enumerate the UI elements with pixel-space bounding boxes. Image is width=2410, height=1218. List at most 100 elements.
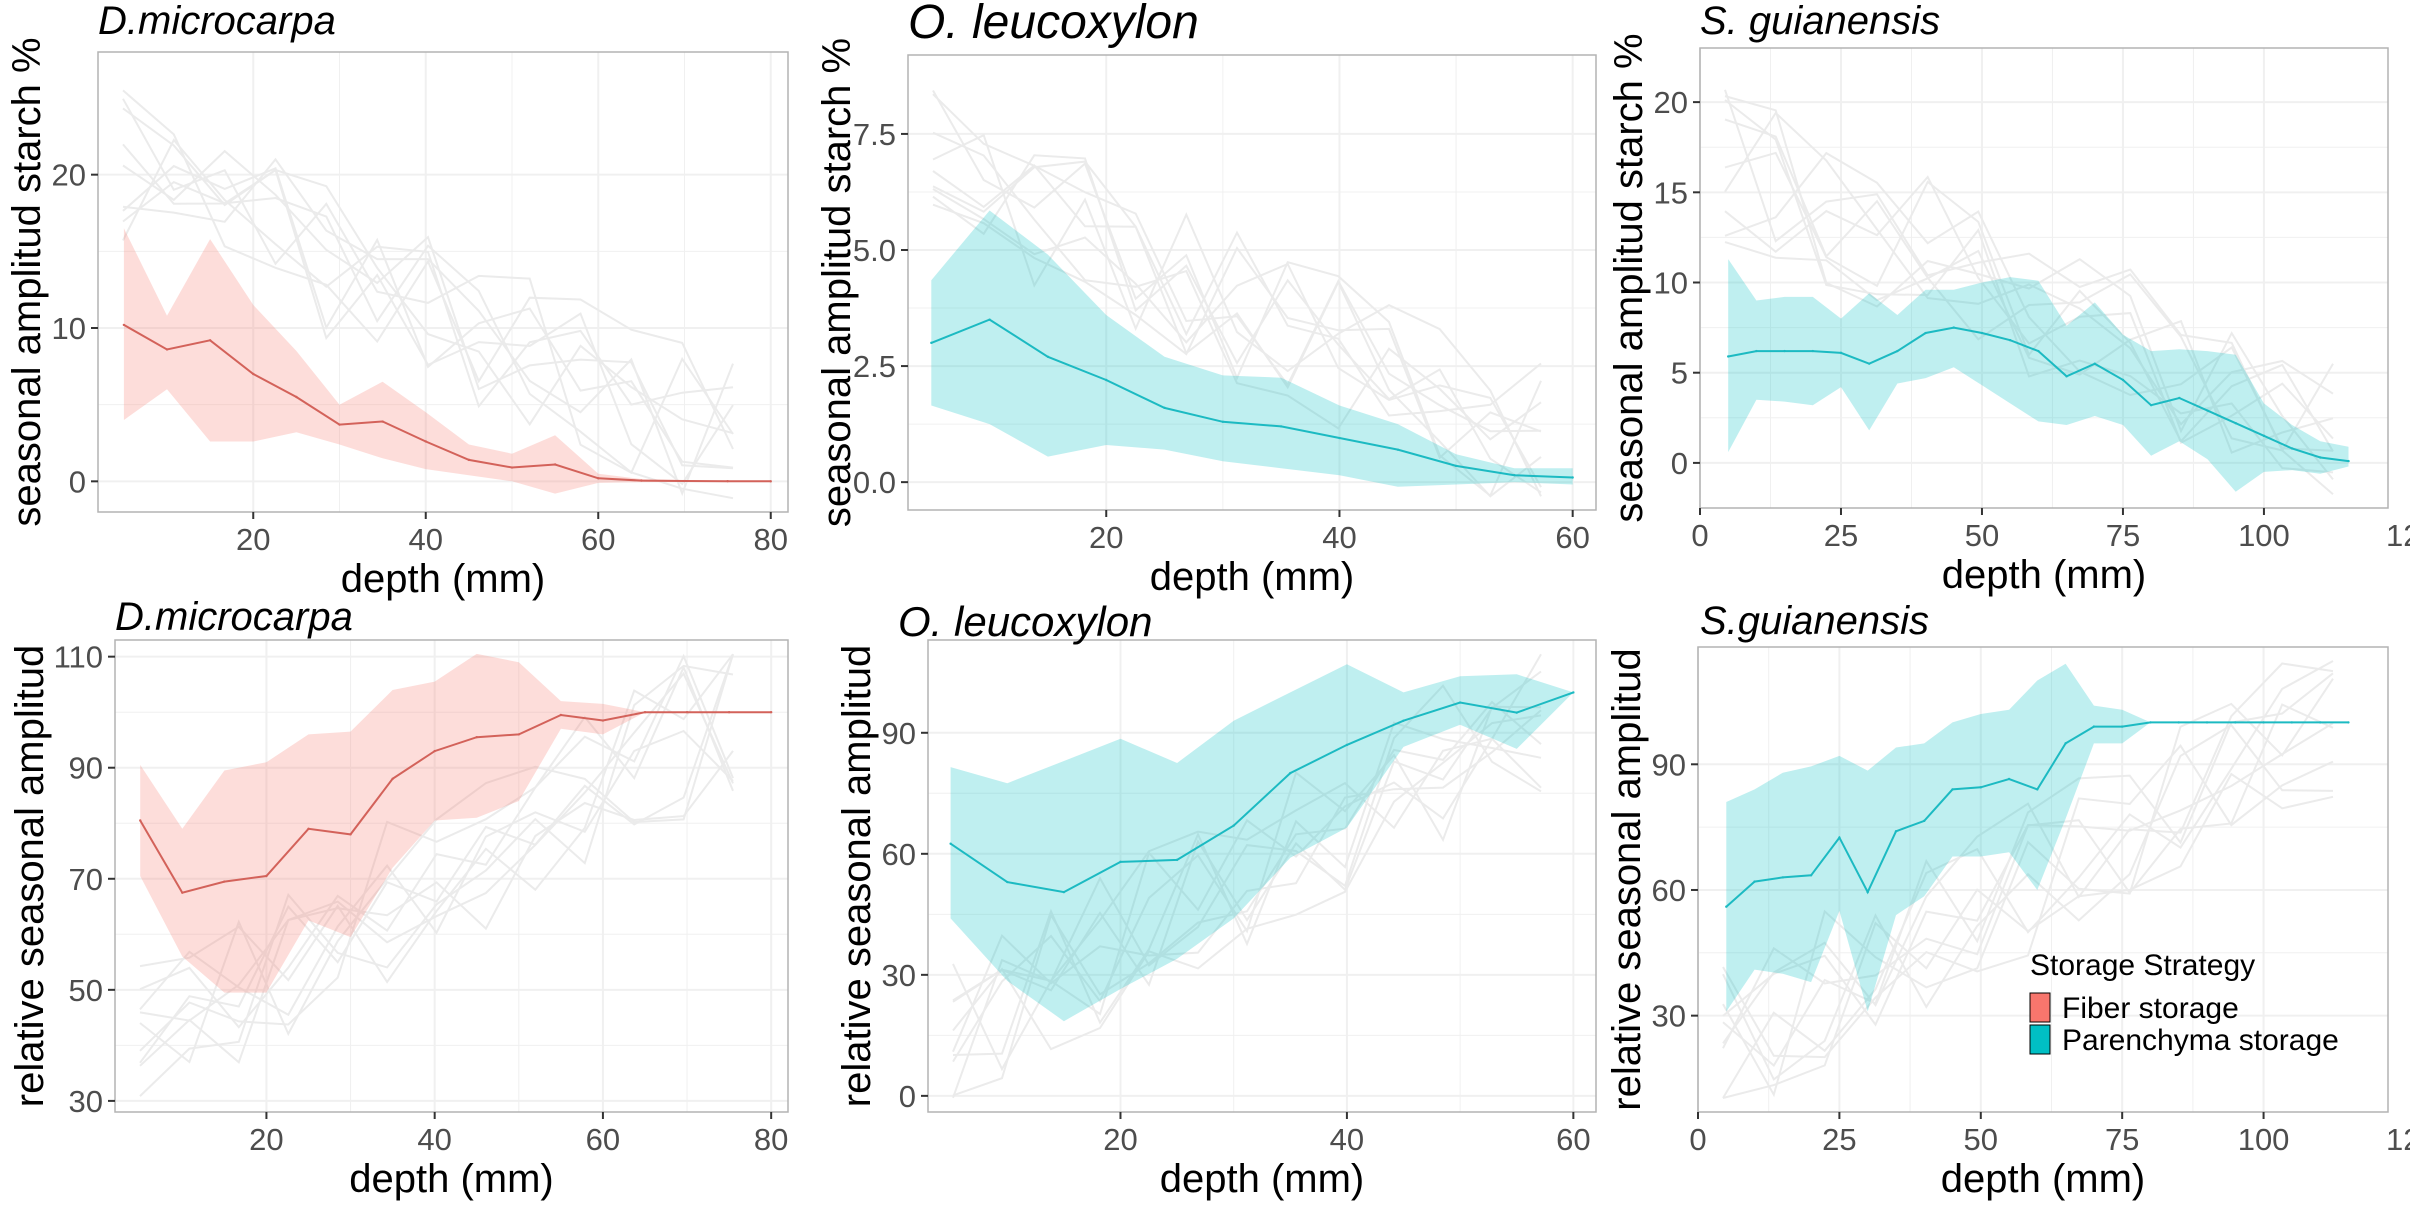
- mean-point: [553, 463, 557, 466]
- individual-tree-line: [1724, 89, 2334, 495]
- mean-point: [1571, 476, 1574, 479]
- confidence-ribbon: [1728, 259, 2349, 492]
- mean-point: [307, 827, 310, 830]
- y-tick-label: 60: [882, 837, 916, 872]
- mean-point: [2234, 721, 2237, 724]
- x-tick-label: 20: [1103, 1122, 1137, 1157]
- x-tick-label: 40: [1322, 520, 1356, 555]
- mean-line: [930, 318, 1573, 479]
- panel-title: D.microcarpa: [115, 595, 353, 639]
- panel-title: O. leucoxylon: [898, 598, 1152, 645]
- mean-point: [988, 318, 991, 321]
- x-tick-label: 20: [236, 522, 270, 557]
- individual-tree-line: [932, 154, 1542, 494]
- mean-point: [2178, 396, 2181, 400]
- y-tick-label: 90: [1652, 747, 1686, 782]
- gridlines: [908, 55, 1596, 510]
- individual-tree-line: [139, 664, 734, 1097]
- mean-point: [510, 466, 514, 469]
- mean-point: [2037, 349, 2040, 353]
- mean-point: [769, 710, 773, 714]
- x-tick-label: 40: [1330, 1122, 1364, 1157]
- mean-point: [391, 777, 394, 781]
- mean-point: [1923, 819, 1926, 823]
- individual-tree-line: [122, 89, 734, 450]
- mean-point: [2092, 725, 2096, 728]
- mean-point: [1896, 349, 1899, 353]
- mean-point: [1062, 890, 1066, 894]
- x-tick-label: 60: [1556, 1122, 1590, 1157]
- mean-point: [1119, 860, 1122, 864]
- mean-point: [2262, 434, 2266, 438]
- mean-point: [1924, 331, 1927, 335]
- mean-point: [1046, 355, 1050, 358]
- y-tick-label: 20: [52, 158, 86, 193]
- mean-point: [2177, 721, 2180, 724]
- mean-point: [1345, 743, 1349, 747]
- mean-point: [2319, 456, 2322, 459]
- confidence-ribbon: [931, 210, 1573, 487]
- mean-point: [2093, 362, 2096, 365]
- mean-point: [727, 710, 731, 714]
- mean-point: [1105, 378, 1108, 382]
- x-tick-label: 25: [1822, 1122, 1856, 1157]
- mean-point: [2007, 777, 2011, 781]
- panel-background: [115, 640, 788, 1112]
- y-tick-label: 60: [1652, 873, 1686, 908]
- panel-6: 30 60 90 0 25 50 75 100 12 depth (mm) relative sea…: [1605, 599, 2410, 1201]
- mean-point: [295, 395, 298, 399]
- mean-point: [1726, 355, 1730, 358]
- mean-point: [643, 710, 647, 714]
- individual-tree-lines: [139, 653, 734, 1097]
- mean-point: [223, 880, 226, 883]
- mean-point: [165, 348, 169, 351]
- individual-tree-line: [952, 705, 1542, 1063]
- panel-title: D.microcarpa: [98, 0, 336, 43]
- x-tick-label: 50: [1965, 518, 1999, 553]
- panel-title: S. guianensis: [1700, 0, 1940, 43]
- panel-title: O. leucoxylon: [908, 0, 1199, 49]
- individual-tree-line: [139, 750, 734, 1022]
- y-axis-title: seasonal amplitud starch %: [5, 37, 49, 526]
- x-tick-label: 80: [754, 1122, 788, 1157]
- mean-point: [2318, 721, 2322, 724]
- x-tick-label: 75: [2105, 1122, 2139, 1157]
- panel-background: [908, 55, 1596, 510]
- mean-point: [2036, 788, 2039, 791]
- mean-point: [2149, 721, 2152, 724]
- gridlines: [1699, 48, 2388, 508]
- panel-border: [114, 639, 789, 1113]
- mean-points: [1725, 721, 2350, 908]
- y-axis-title: relative seasonal amplitud: [8, 645, 52, 1107]
- mean-points: [122, 323, 772, 483]
- individual-tree-lines: [952, 653, 1542, 1099]
- x-tick-label: 60: [586, 1122, 620, 1157]
- y-tick-label: 2.5: [853, 349, 896, 384]
- mean-point: [122, 323, 126, 327]
- y-tick-label: 90: [69, 751, 103, 786]
- mean-points: [1726, 326, 2350, 463]
- individual-tree-line: [952, 721, 1542, 1056]
- y-tick-label: 110: [54, 640, 103, 675]
- x-tick-label: 0: [1691, 518, 1708, 553]
- mean-point: [517, 733, 520, 736]
- mean-point: [349, 833, 352, 836]
- individual-tree-line: [952, 700, 1542, 1097]
- x-axis-title: depth (mm): [1150, 555, 1355, 599]
- mean-point: [1402, 719, 1405, 722]
- legend: Storage Strategy Fiber storageParenchyma …: [2029, 949, 2339, 1057]
- mean-point: [1396, 448, 1399, 451]
- mean-point: [726, 479, 729, 483]
- mean-point: [1279, 425, 1283, 428]
- mean-point: [1951, 788, 1954, 791]
- x-tick-label: 40: [417, 1122, 451, 1157]
- y-tick-label: 90: [882, 716, 916, 751]
- y-tick-label: 5.0: [853, 233, 896, 268]
- mean-point: [2347, 721, 2350, 724]
- confidence-ribbon: [950, 664, 1574, 1022]
- x-tick-label: 100: [2238, 518, 2290, 553]
- individual-tree-line: [952, 714, 1542, 1051]
- individual-tree-line: [122, 157, 734, 497]
- mean-point: [601, 719, 605, 722]
